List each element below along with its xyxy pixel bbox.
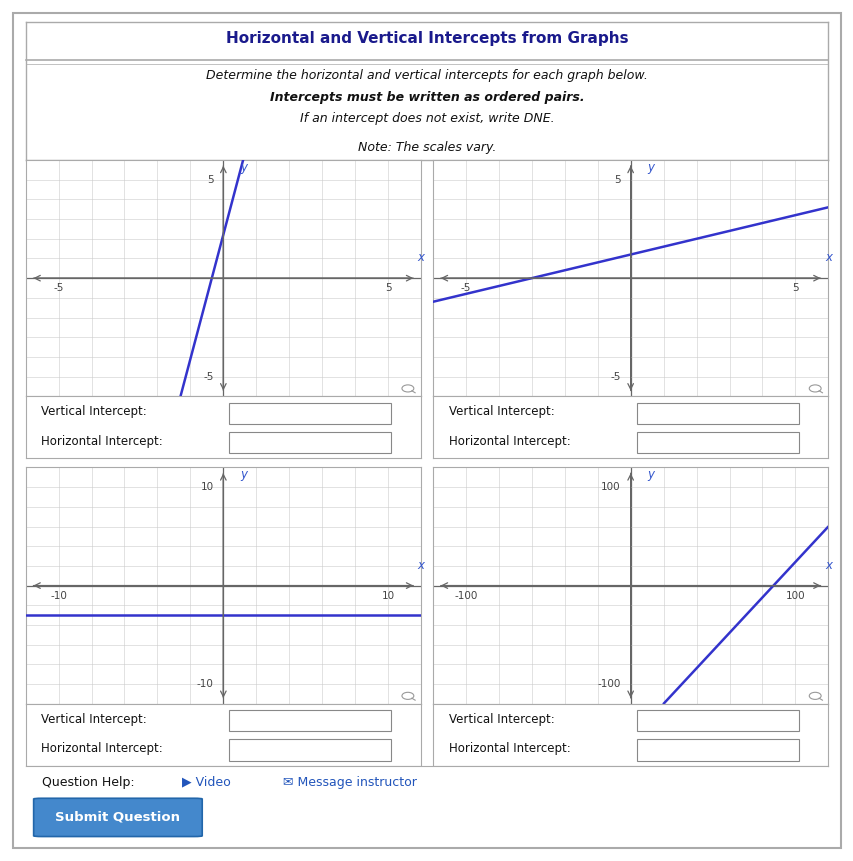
Text: x: x <box>417 251 424 264</box>
Text: 10: 10 <box>381 591 394 600</box>
Text: y: y <box>647 468 653 481</box>
Text: -5: -5 <box>610 372 620 381</box>
FancyBboxPatch shape <box>635 710 798 731</box>
Text: Horizontal and Vertical Intercepts from Graphs: Horizontal and Vertical Intercepts from … <box>225 31 628 46</box>
Text: -5: -5 <box>54 283 64 293</box>
FancyBboxPatch shape <box>635 403 798 424</box>
Text: Horizontal Intercept:: Horizontal Intercept: <box>42 435 163 448</box>
Text: -100: -100 <box>454 591 477 600</box>
Text: -10: -10 <box>196 679 213 689</box>
Text: ▶ Video: ▶ Video <box>182 776 230 789</box>
Text: Horizontal Intercept:: Horizontal Intercept: <box>448 742 570 755</box>
Text: -10: -10 <box>50 591 67 600</box>
FancyBboxPatch shape <box>229 432 391 453</box>
Text: 10: 10 <box>200 482 213 492</box>
Text: Vertical Intercept:: Vertical Intercept: <box>448 713 554 726</box>
Text: Intercepts must be written as ordered pairs.: Intercepts must be written as ordered pa… <box>270 90 583 104</box>
FancyBboxPatch shape <box>635 740 798 760</box>
Text: y: y <box>240 161 247 174</box>
Text: 5: 5 <box>385 283 391 293</box>
Text: -5: -5 <box>203 372 213 381</box>
Text: ✉ Message instructor: ✉ Message instructor <box>282 776 416 789</box>
Text: Determine the horizontal and vertical intercepts for each graph below.: Determine the horizontal and vertical in… <box>206 69 647 82</box>
Text: y: y <box>647 161 653 174</box>
Text: 5: 5 <box>792 283 798 293</box>
Text: x: x <box>417 559 424 572</box>
FancyBboxPatch shape <box>229 740 391 760</box>
Text: x: x <box>824 251 831 264</box>
Text: 5: 5 <box>613 175 620 185</box>
Text: -5: -5 <box>460 283 471 293</box>
Text: 5: 5 <box>206 175 213 185</box>
Text: Horizontal Intercept:: Horizontal Intercept: <box>448 435 570 448</box>
Text: Note: The scales vary.: Note: The scales vary. <box>357 140 496 153</box>
FancyBboxPatch shape <box>635 432 798 453</box>
FancyBboxPatch shape <box>33 798 202 837</box>
Text: Vertical Intercept:: Vertical Intercept: <box>448 406 554 418</box>
Text: 100: 100 <box>785 591 804 600</box>
Text: Submit Question: Submit Question <box>55 811 180 824</box>
Text: Vertical Intercept:: Vertical Intercept: <box>42 406 147 418</box>
Text: Question Help:: Question Help: <box>42 776 134 789</box>
Text: x: x <box>824 559 831 572</box>
Text: If an intercept does not exist, write DNE.: If an intercept does not exist, write DN… <box>299 112 554 125</box>
Text: -100: -100 <box>597 679 620 689</box>
Text: Horizontal Intercept:: Horizontal Intercept: <box>42 742 163 755</box>
Text: y: y <box>240 468 247 481</box>
Text: Vertical Intercept:: Vertical Intercept: <box>42 713 147 726</box>
FancyBboxPatch shape <box>229 710 391 731</box>
Text: 100: 100 <box>601 482 620 492</box>
FancyBboxPatch shape <box>229 403 391 424</box>
